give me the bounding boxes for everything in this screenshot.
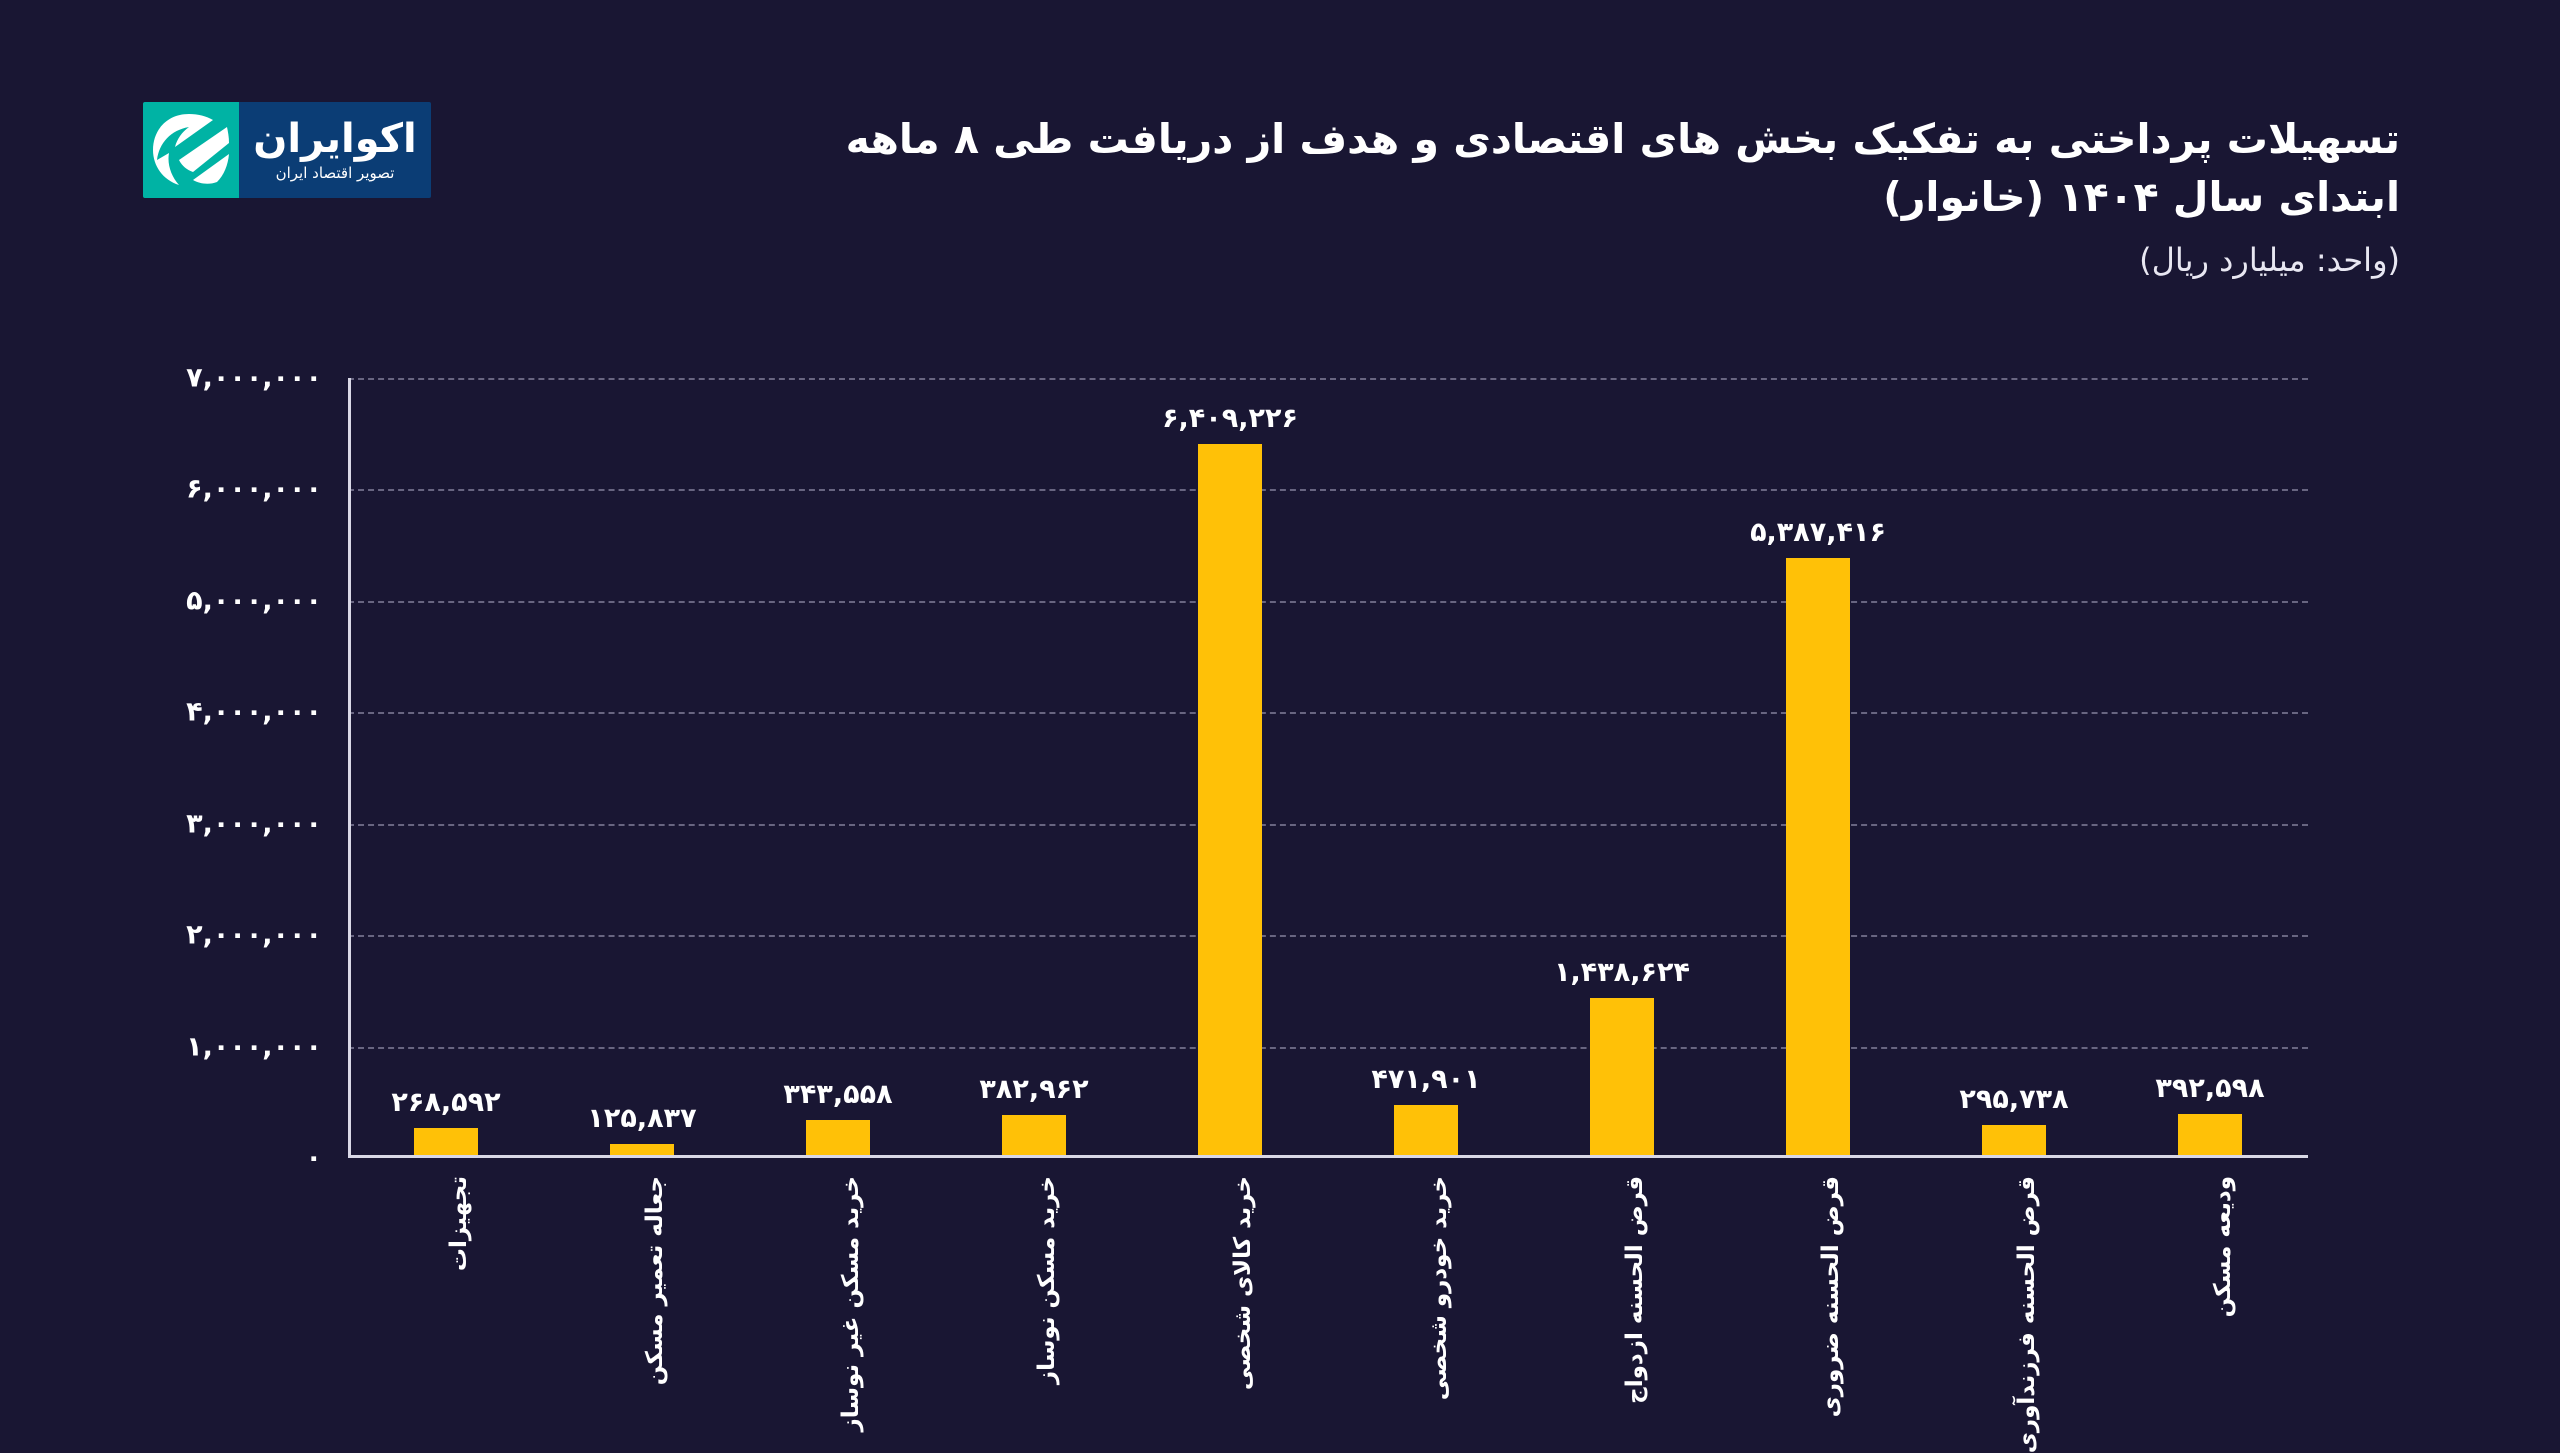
y-axis-labels: ۰ ۱,۰۰۰,۰۰۰ ۲,۰۰۰,۰۰۰ ۳,۰۰۰,۰۰۰ ۴,۰۰۰,۰۰۰ ۵,۰…: [0, 363, 340, 1174]
bar-value-label: ۵,۳۸۷,۴۱۶: [1750, 516, 1886, 548]
x-label-slot: قرض الحسنه ضروری: [1720, 1162, 1916, 1432]
bar-value-label: ۶,۴۰۹,۲۲۶: [1162, 402, 1298, 434]
bar-slot: ۶,۴۰۹,۲۲۶: [1132, 378, 1328, 1158]
brand-logo: اکوایران تصویر اقتصاد ایران: [143, 102, 431, 198]
gridline: [348, 600, 2308, 603]
chart-title: تسهیلات پرداختی به تفکیک بخش های اقتصادی…: [340, 110, 2400, 226]
bar[interactable]: [2178, 1114, 2242, 1158]
y-axis-tick-label: ۴,۰۰۰,۰۰۰: [186, 696, 322, 728]
chart-header: اکوایران تصویر اقتصاد ایران تسهیلات پردا…: [0, 0, 2560, 330]
bar[interactable]: [1982, 1125, 2046, 1158]
y-axis-tick-label: ۱,۰۰۰,۰۰۰: [186, 1031, 322, 1063]
gridline: [348, 489, 2308, 492]
bar[interactable]: [1394, 1105, 1458, 1158]
bar-slot: ۳۹۲,۵۹۸: [2112, 378, 2308, 1158]
bar-value-label: ۳۸۲,۹۶۲: [979, 1074, 1089, 1106]
bar-slot: ۲۶۸,۵۹۲: [348, 378, 544, 1158]
bar-value-label: ۱۲۵,۸۳۷: [587, 1102, 697, 1134]
x-label-slot: خرید کالای شخصی: [1132, 1162, 1328, 1432]
bar-slot: ۱,۴۳۸,۶۲۴: [1524, 378, 1720, 1158]
y-axis-line: [348, 378, 351, 1158]
x-label-slot: قرض الحسنه فرزندآوری: [1916, 1162, 2112, 1453]
gridline: [348, 1046, 2308, 1049]
gridline: [348, 823, 2308, 826]
bar-value-label: ۴۷۱,۹۰۱: [1371, 1064, 1481, 1096]
bar-slot: ۴۷۱,۹۰۱: [1328, 378, 1524, 1158]
gridline: [348, 378, 2308, 380]
x-label-slot: خرید مسکن غیر نوساز: [740, 1162, 936, 1432]
bar-slot: ۳۸۲,۹۶۲: [936, 378, 1132, 1158]
chart-unit-subtitle: (واحد: میلیارد ریال): [2139, 241, 2400, 280]
x-axis-tick-label: ودیعه مسکن: [2210, 1176, 2236, 1318]
bar[interactable]: [610, 1143, 674, 1158]
y-axis-tick-label: ۵,۰۰۰,۰۰۰: [186, 585, 322, 617]
x-axis-tick-label: قرض الحسنه فرزندآوری: [2014, 1176, 2040, 1453]
bar-slot: ۱۲۵,۸۳۷: [544, 378, 740, 1158]
x-axis-tick-label: قرض الحسنه ازدواج: [1622, 1176, 1648, 1404]
eco-wing-icon: [143, 102, 239, 198]
x-axis-line: [348, 1155, 2308, 1158]
bar-value-label: ۱,۴۳۸,۶۲۴: [1554, 956, 1690, 988]
bar[interactable]: [1590, 997, 1654, 1158]
gridline: [348, 935, 2308, 938]
x-label-slot: خرید مسکن نوساز: [936, 1162, 1132, 1432]
bar-slot: ۳۴۳,۵۵۸: [740, 378, 936, 1158]
x-label-slot: تجهیزات: [348, 1162, 544, 1432]
x-axis-tick-label: تجهیزات: [446, 1176, 472, 1272]
bar-value-label: ۳۹۲,۵۹۸: [2155, 1073, 2265, 1105]
bar[interactable]: [414, 1128, 478, 1158]
x-axis-tick-label: خرید مسکن غیر نوساز: [838, 1176, 864, 1432]
bar-slot: ۲۹۵,۷۳۸: [1916, 378, 2112, 1158]
bar-series: ۲۶۸,۵۹۲ ۱۲۵,۸۳۷ ۳۴۳,۵۵۸ ۳۸۲,۹۶۲ ۶,۴۰۹,۲۲۶ ۴۷۱…: [348, 378, 2308, 1158]
chart-title-line2: ابتدای سال ۱۴۰۴ (خانوار): [1883, 173, 2400, 222]
x-axis-tick-label: قرض الحسنه ضروری: [1818, 1176, 1844, 1418]
gridline: [348, 712, 2308, 715]
x-label-slot: خرید خودرو شخصی: [1328, 1162, 1524, 1432]
bar[interactable]: [1786, 557, 1850, 1158]
bar[interactable]: [806, 1119, 870, 1158]
y-axis-tick-label: ۶,۰۰۰,۰۰۰: [186, 473, 322, 505]
x-label-slot: جعاله تعمیر مسکن: [544, 1162, 740, 1432]
y-axis-tick-label: ۳,۰۰۰,۰۰۰: [186, 808, 322, 840]
x-label-slot: قرض الحسنه ازدواج: [1524, 1162, 1720, 1432]
y-axis-tick-label: ۷,۰۰۰,۰۰۰: [186, 362, 322, 394]
plot-area: ۲۶۸,۵۹۲ ۱۲۵,۸۳۷ ۳۴۳,۵۵۸ ۳۸۲,۹۶۲ ۶,۴۰۹,۲۲۶ ۴۷۱…: [348, 378, 2308, 1158]
title-block: تسهیلات پرداختی به تفکیک بخش های اقتصادی…: [340, 110, 2400, 276]
x-label-slot: ودیعه مسکن: [2112, 1162, 2308, 1432]
chart-title-line1: تسهیلات پرداختی به تفکیک بخش های اقتصادی…: [845, 115, 2400, 163]
bar-slot: ۵,۳۸۷,۴۱۶: [1720, 378, 1916, 1158]
bar-value-label: ۲۶۸,۵۹۲: [391, 1087, 501, 1119]
x-axis-labels: تجهیزات جعاله تعمیر مسکن خرید مسکن غیر نوس…: [348, 1162, 2308, 1453]
brand-tagline: تصویر اقتصاد ایران: [275, 164, 395, 182]
brand-name: اکوایران: [253, 116, 417, 162]
y-axis-tick-label: ۰: [305, 1142, 322, 1174]
x-axis-tick-label: خرید مسکن نوساز: [1034, 1176, 1060, 1385]
x-axis-tick-label: خرید کالای شخصی: [1230, 1176, 1256, 1391]
y-axis-tick-label: ۲,۰۰۰,۰۰۰: [186, 919, 322, 951]
bar-value-label: ۲۹۵,۷۳۸: [1959, 1084, 2069, 1116]
bar[interactable]: [1198, 443, 1262, 1158]
bar[interactable]: [1002, 1115, 1066, 1158]
x-axis-tick-label: جعاله تعمیر مسکن: [642, 1176, 668, 1386]
bar-value-label: ۳۴۳,۵۵۸: [783, 1078, 893, 1110]
x-axis-tick-label: خرید خودرو شخصی: [1426, 1176, 1452, 1401]
brand-wordmark: اکوایران تصویر اقتصاد ایران: [239, 102, 431, 198]
